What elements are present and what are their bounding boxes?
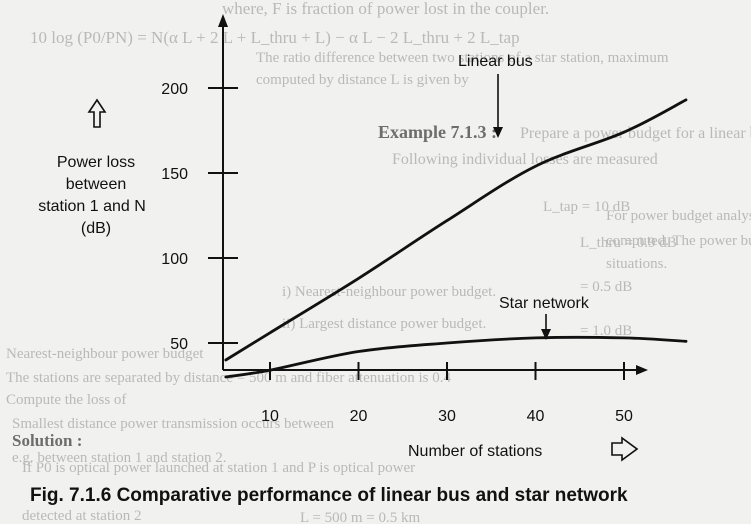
y-tick-label: 150 xyxy=(161,166,188,183)
bg-example-line-2: Following individual losses are measured xyxy=(392,151,658,168)
series-layer xyxy=(224,98,688,379)
chart-axes xyxy=(218,14,648,375)
figure-caption: Fig. 7.1.6 Comparative performance of li… xyxy=(30,485,628,506)
bg-given: L = 500 m = 0.5 km xyxy=(300,510,420,524)
bg-ls: = 0.5 dB xyxy=(580,279,632,295)
bg-example-heading: Example 7.1.3 : xyxy=(378,122,497,142)
y-label-line-1: Power loss xyxy=(57,154,135,171)
y-ticks: 50 100 150 200 xyxy=(161,81,238,353)
bg-body-1: For power budget analysis, fractional po… xyxy=(606,208,751,224)
bg-body-2: computed. The power budget analysis can … xyxy=(606,233,751,249)
hollow-up-arrow-icon xyxy=(87,98,107,128)
linear-bus-pointer-head xyxy=(493,127,503,138)
x-tick-label: 10 xyxy=(261,408,279,425)
bg-sub-1: Nearest-neighbour power budget xyxy=(6,346,204,362)
star-network-line xyxy=(224,335,688,379)
bg-stations-line: The stations are separated by distance =… xyxy=(6,370,451,386)
bg-lc: = 1.0 dB xyxy=(580,323,632,339)
y-label-line-4: (dB) xyxy=(81,220,111,237)
bg-small-2: e.g. between station 1 and station 2. xyxy=(12,450,227,466)
bg-item-1: i) Nearest-neighbour power budget. xyxy=(282,284,496,300)
y-label-line-3: station 1 and N xyxy=(38,198,146,215)
y-axis-label: Power loss between station 1 and N (dB) xyxy=(38,98,146,237)
y-tick-label: 200 xyxy=(161,81,188,98)
y-axis-arrowhead xyxy=(218,14,228,27)
x-axis-arrowhead xyxy=(636,365,648,375)
bg-body-3: situations. xyxy=(606,256,667,272)
y-label-line-2: between xyxy=(66,176,127,193)
bg-example-text: Prepare a power budget for a linear bus … xyxy=(520,125,751,142)
bg-compute-line: Compute the loss of xyxy=(6,392,126,408)
x-tick-label: 40 xyxy=(527,408,545,425)
bg-solution: Solution : xyxy=(12,431,82,450)
x-label-text: Number of stations xyxy=(408,443,542,460)
bg-line-2: 10 log (P0/PN) = N(α L + 2 L + L_thru + … xyxy=(30,28,520,47)
bg-line-1: where, F is fraction of power lost in th… xyxy=(222,0,549,18)
bg-ltap: L_tap = 10 dB xyxy=(543,199,630,215)
bg-p0-line: If P0 is optical power launched at stati… xyxy=(22,460,415,476)
bg-line-4: computed by distance L is given by xyxy=(256,72,469,88)
x-ticks: 10 20 30 40 50 xyxy=(261,362,633,425)
linear-bus-label: Linear bus xyxy=(458,53,533,70)
bg-small-1: Smallest distance power transmission occ… xyxy=(12,416,335,432)
linear-bus-line xyxy=(224,98,688,362)
x-tick-label: 30 xyxy=(438,408,456,425)
x-axis-label: Number of stations xyxy=(408,436,639,462)
star-network-pointer-head xyxy=(541,329,551,340)
series-annotations: Linear bus Star network xyxy=(458,53,590,340)
bg-detected: detected at station 2 xyxy=(22,508,142,524)
star-network-label: Star network xyxy=(499,295,590,312)
y-tick-label: 100 xyxy=(161,251,188,268)
bg-line-3: The ratio difference between two station… xyxy=(256,50,669,66)
bg-lthru: L_thru = 0.9 dB xyxy=(580,235,677,251)
bg-item-2: ii) Largest distance power budget. xyxy=(282,316,486,332)
x-tick-label: 20 xyxy=(350,408,368,425)
y-tick-label: 50 xyxy=(170,336,188,353)
x-tick-label: 50 xyxy=(615,408,633,425)
background-text: where, F is fraction of power lost in th… xyxy=(6,0,751,524)
hollow-right-arrow-icon xyxy=(611,436,639,462)
